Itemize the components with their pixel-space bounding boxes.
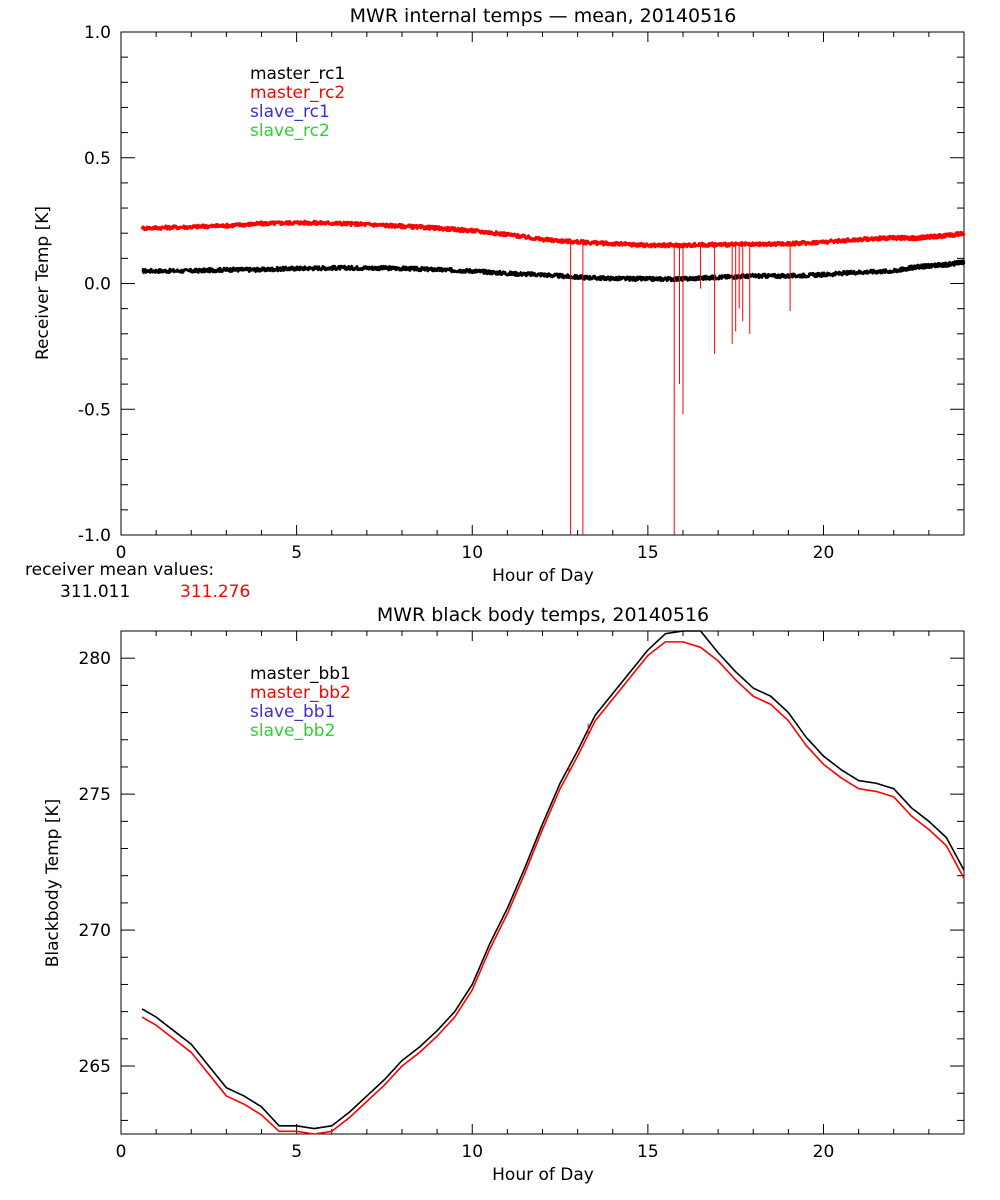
receiver-mean-value-master-rc1: 311.011 — [60, 582, 130, 602]
x-tick-label: 5 — [291, 1142, 302, 1162]
legend: master_bb1 master_bb2 slave_bb1 slave_bb… — [250, 664, 351, 741]
series-line-master_rc2 — [140, 219, 966, 249]
x-tick-label: 10 — [461, 1142, 483, 1162]
legend-entry: slave_rc2 — [250, 121, 330, 141]
y-tick-label: 0.5 — [84, 149, 111, 169]
legend-entry: slave_rc1 — [250, 102, 330, 122]
y-axis-label: Blackbody Temp [K] — [43, 799, 63, 968]
series-line-master_rc1 — [141, 259, 966, 283]
y-tick-label: 265 — [79, 1057, 111, 1077]
legend-entry: master_bb2 — [250, 683, 351, 703]
x-tick-label: 15 — [637, 1142, 659, 1162]
legend: master_rc1 master_rc2 slave_rc1 slave_rc… — [250, 64, 345, 141]
axis-ticks: 0 5 10 15 20 265 270 275 280 — [79, 630, 965, 1162]
legend-entry: master_bb1 — [250, 664, 351, 684]
y-tick-label: 275 — [79, 785, 111, 805]
series-layer — [141, 630, 965, 1135]
series-layer — [140, 219, 966, 535]
x-axis-label: Hour of Day — [492, 566, 594, 586]
y-tick-label: 0.0 — [84, 275, 111, 295]
x-tick-label: 10 — [461, 543, 483, 563]
chart-title: MWR black body temps, 20140516 — [377, 604, 709, 626]
x-tick-label: 15 — [637, 543, 659, 563]
series-line-master_bb1 — [141, 630, 965, 1130]
series-line-master_bb2 — [141, 641, 965, 1135]
x-tick-label: 20 — [813, 543, 835, 563]
blackbody-temp-chart: MWR black body temps, 20140516 0 5 10 15 20 2… — [43, 604, 965, 1185]
x-tick-label: 20 — [813, 1142, 835, 1162]
x-tick-label: 5 — [291, 543, 302, 563]
y-tick-label: 280 — [79, 649, 111, 669]
legend-entry: master_rc1 — [250, 64, 345, 84]
receiver-temp-chart: MWR internal temps — mean, 20140516 0 5 10… — [33, 5, 966, 586]
legend-entry: slave_bb1 — [250, 702, 335, 722]
x-tick-label: 0 — [116, 1142, 127, 1162]
y-axis-label: Receiver Temp [K] — [33, 206, 53, 360]
axis-ticks: 0 5 10 15 20 -1.0 -0.5 0.0 0.5 1.0 — [78, 23, 965, 563]
legend-entry: master_rc2 — [250, 83, 345, 103]
receiver-mean-label: receiver mean values: — [25, 560, 214, 580]
x-axis-label: Hour of Day — [492, 1165, 594, 1185]
legend-entry: slave_bb2 — [250, 721, 335, 741]
receiver-mean-value-master-rc2: 311.276 — [180, 582, 250, 602]
y-tick-label: -1.0 — [78, 526, 111, 546]
y-tick-label: 1.0 — [84, 23, 111, 43]
chart-title: MWR internal temps — mean, 20140516 — [350, 5, 737, 27]
x-tick-label: 0 — [116, 543, 127, 563]
y-tick-label: 270 — [79, 921, 111, 941]
y-tick-label: -0.5 — [78, 400, 111, 420]
